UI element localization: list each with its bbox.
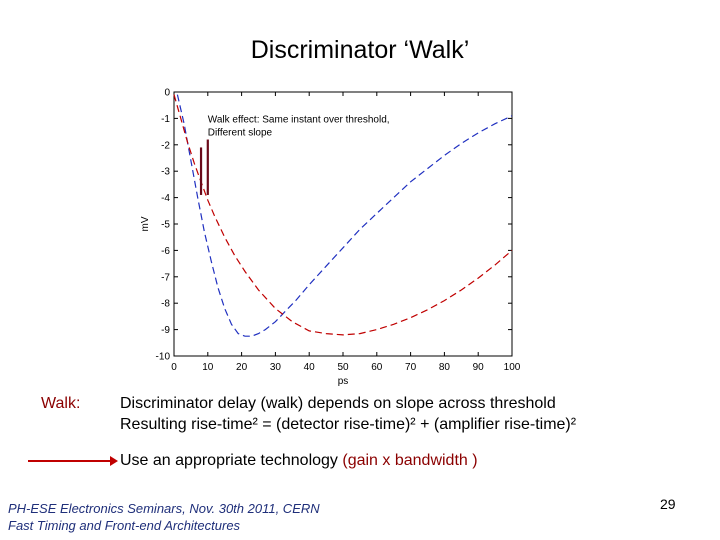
- footer-line-1: PH-ESE Electronics Seminars, Nov. 30th 2…: [8, 501, 320, 516]
- gain-bandwidth-text: (gain x bandwidth ): [342, 452, 478, 469]
- x-tick-label: 20: [236, 362, 248, 373]
- x-axis-label: ps: [338, 376, 349, 387]
- walk-label: Walk:: [41, 395, 81, 412]
- x-tick-label: 90: [473, 362, 485, 373]
- y-tick-label: -6: [161, 246, 170, 257]
- chart-annotation-line: Different slope: [208, 127, 273, 138]
- footer-line-2: Fast Timing and Front-end Architectures: [8, 518, 241, 533]
- y-axis-label: mV: [140, 216, 151, 231]
- x-tick-label: 10: [202, 362, 214, 373]
- page-number: 29: [660, 496, 676, 512]
- slide-title: Discriminator ‘Walk’: [250, 36, 470, 64]
- plot-frame: [173, 91, 513, 357]
- x-tick-label: 50: [337, 362, 349, 373]
- x-tick-label: 60: [371, 362, 383, 373]
- arrow-right-icon: [28, 456, 118, 466]
- series-line-1: [176, 94, 513, 337]
- x-tick-label: 30: [270, 362, 282, 373]
- y-tick-label: -3: [161, 167, 170, 178]
- y-tick-label: -10: [156, 352, 171, 363]
- y-tick-label: 0: [164, 88, 170, 99]
- walk-chart: 0 10 20 30 40 50 60 70 80 90 100 0 -1 -2 -3 -4 -5 -6 -7 -8 -…: [140, 88, 521, 388]
- x-tick-label: 100: [504, 362, 521, 373]
- chart-annotation-line: Walk effect: Same instant over threshold…: [208, 114, 390, 125]
- footer: PH-ESE Electronics Seminars, Nov. 30th 2…: [8, 500, 320, 534]
- x-tick-label: 0: [171, 362, 177, 373]
- x-tick-label: 70: [405, 362, 417, 373]
- y-tick-label: -2: [161, 140, 170, 151]
- walk-description: Discriminator delay (walk) depends on sl…: [120, 395, 556, 412]
- risetime-formula: Resulting rise-time² = (detector rise-ti…: [120, 416, 577, 433]
- y-tick-label: -8: [161, 299, 170, 310]
- y-tick-label: -9: [161, 325, 170, 336]
- technology-note: Use an appropriate technology (gain x ba…: [120, 452, 478, 470]
- x-tick-label: 80: [439, 362, 451, 373]
- y-tick-label: -1: [161, 114, 170, 125]
- y-tick-label: -4: [161, 193, 170, 204]
- technology-note-text: Use an appropriate technology: [120, 452, 338, 469]
- x-tick-label: 40: [304, 362, 316, 373]
- y-tick-label: -5: [161, 220, 170, 231]
- y-tick-label: -7: [161, 272, 170, 283]
